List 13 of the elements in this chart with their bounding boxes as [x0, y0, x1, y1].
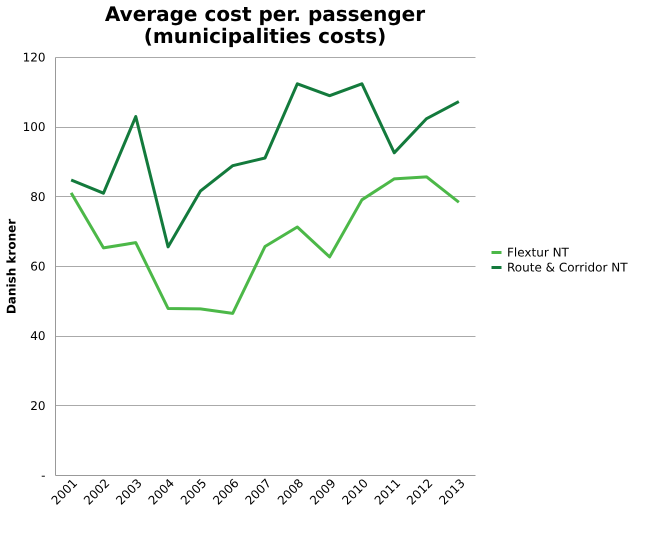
y-tick-label: 80	[30, 190, 46, 204]
y-tick-label: 40	[30, 329, 46, 344]
y-tick-label: -	[41, 468, 46, 482]
y-tick-label: 60	[30, 260, 46, 274]
chart-title: Average cost per. passenger (municipalities costs)	[104, 2, 426, 48]
y-tick-label: 100	[22, 120, 46, 134]
line-series	[70, 82, 460, 248]
y-tick-label: 20	[30, 398, 46, 413]
y-axis-title: Danish kroner	[4, 218, 19, 314]
line-series	[70, 175, 460, 315]
legend-label: Flextur NT	[507, 246, 570, 260]
legend-label: Route & Corridor NT	[507, 260, 628, 274]
y-tick-label: 120	[22, 50, 46, 64]
